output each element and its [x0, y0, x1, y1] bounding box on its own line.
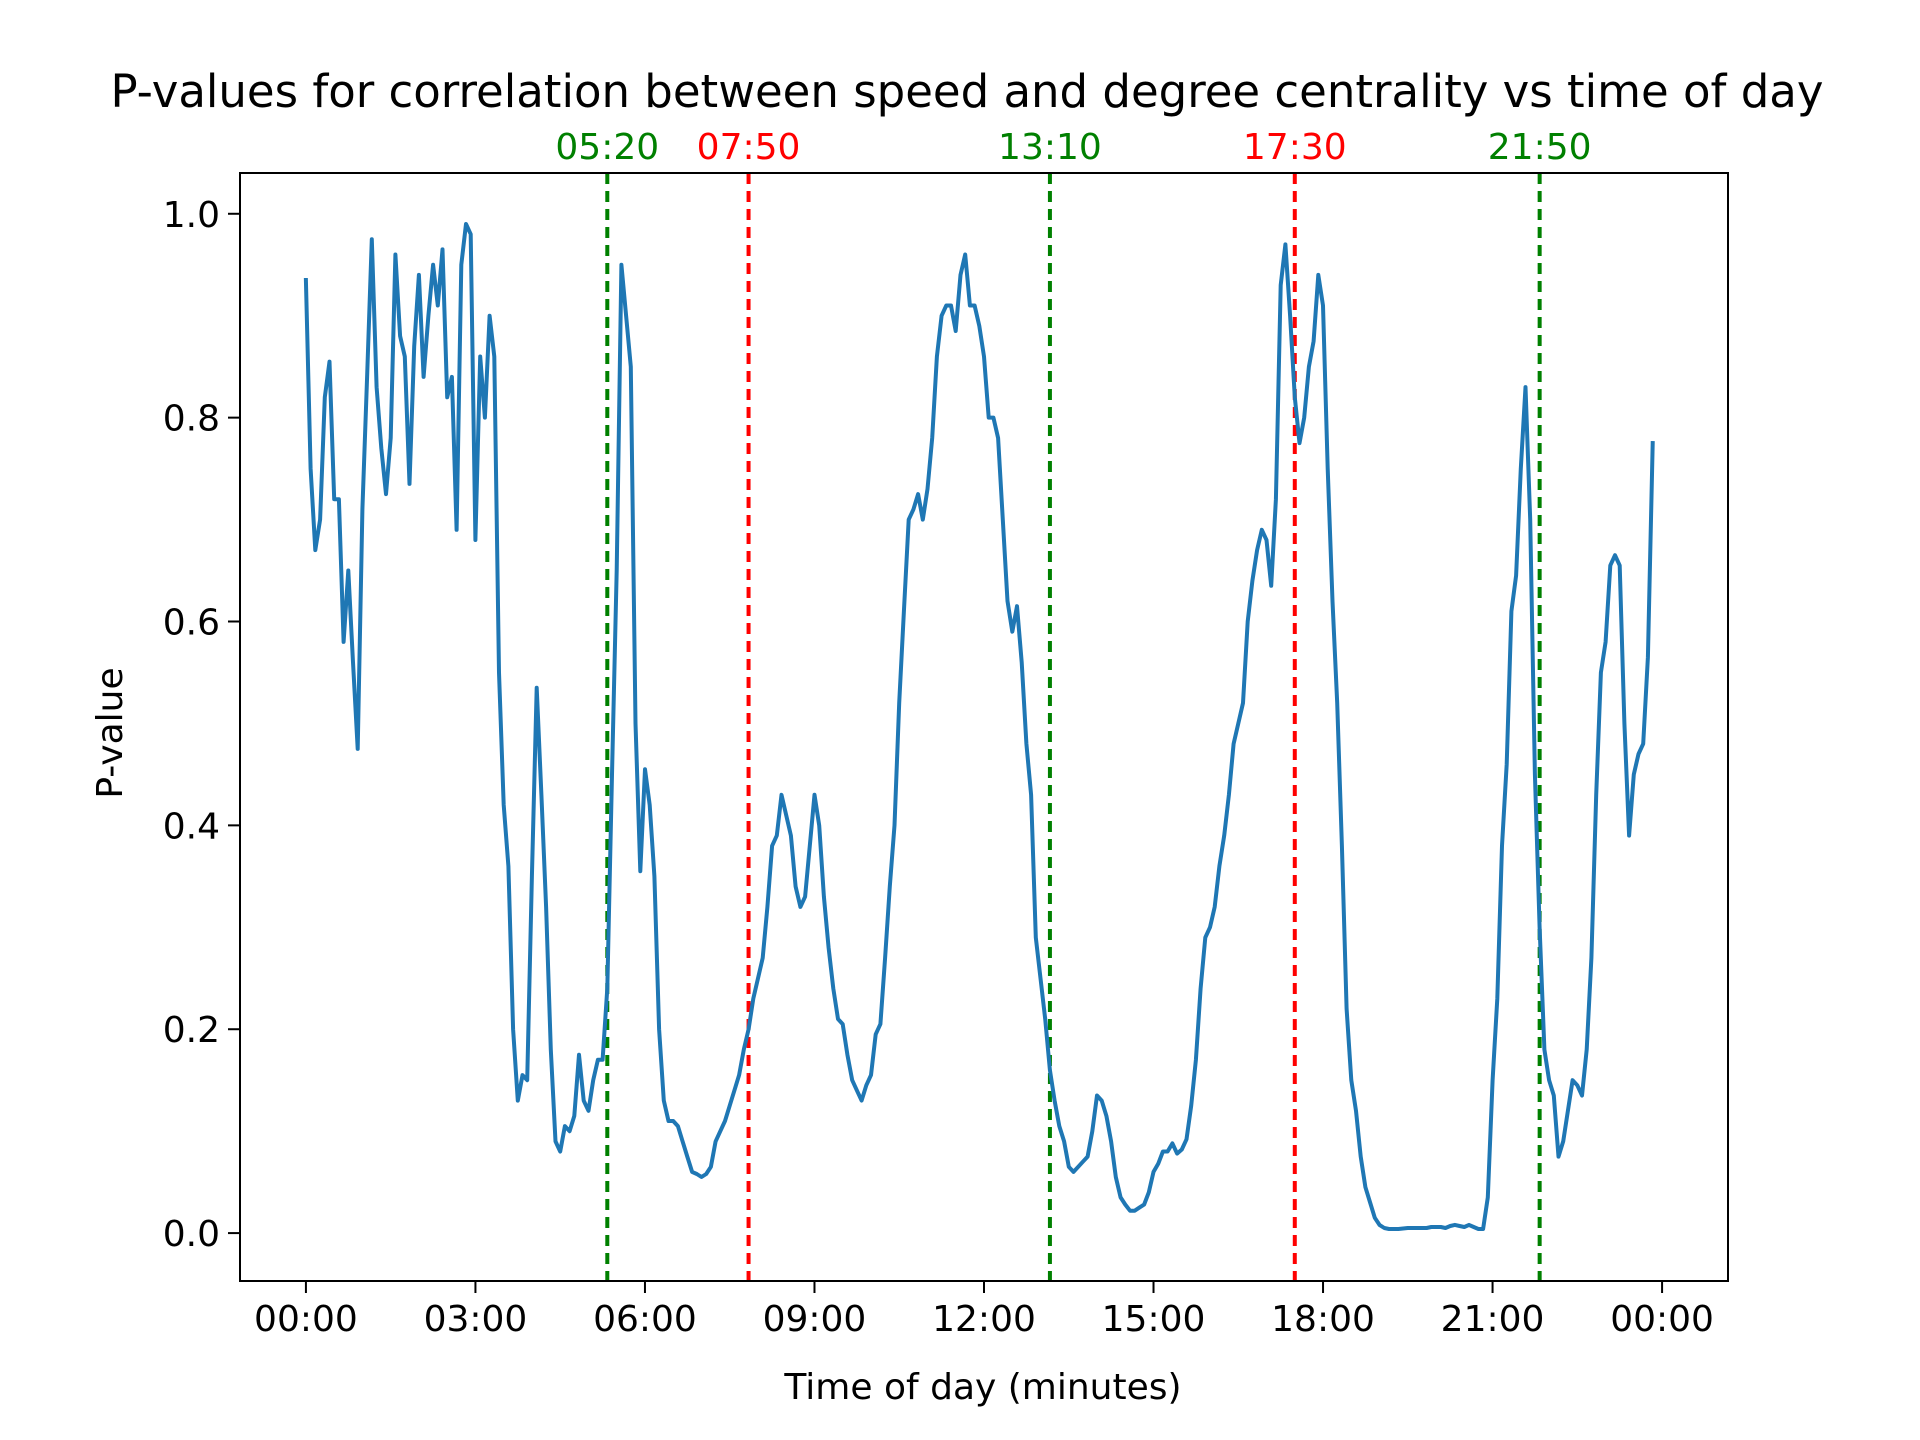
y-tick-label: 0.6	[163, 603, 220, 644]
y-tick-label: 0.4	[163, 806, 220, 847]
reference-line-label: 05:20	[555, 127, 659, 168]
y-tick-label: 0.2	[163, 1010, 220, 1051]
y-tick-label: 0.8	[163, 399, 220, 440]
series-layer	[303, 222, 1655, 1231]
y-tick-label: 0.0	[163, 1214, 220, 1255]
reference-line-label: 13:10	[998, 127, 1102, 168]
x-axis: 00:00 03:00 06:00 09:00 12:00 15:00 18:00 21:00…	[254, 1281, 1714, 1340]
chart-title: P-values for correlation between speed a…	[111, 65, 1824, 118]
x-axis-label: Time of day (minutes)	[783, 1367, 1181, 1408]
x-tick-label: 06:00	[593, 1299, 697, 1340]
x-tick-label: 18:00	[1271, 1299, 1375, 1340]
reference-line-label: 17:30	[1243, 127, 1347, 168]
reference-lines: 05:20 07:50 13:10 17:30 21:50	[555, 127, 1592, 1281]
x-tick-label: 00:00	[254, 1299, 358, 1340]
x-tick-label: 15:00	[1102, 1299, 1206, 1340]
plot-area	[240, 173, 1728, 1281]
y-axis: 0.0 0.2 0.4 0.6 0.8 1.0	[163, 195, 240, 1255]
x-tick-label: 09:00	[763, 1299, 867, 1340]
series-line	[303, 222, 1655, 1231]
x-tick-label: 00:00	[1610, 1299, 1714, 1340]
x-tick-label: 12:00	[932, 1299, 1036, 1340]
reference-line-label: 07:50	[697, 127, 801, 168]
y-axis-label: P-value	[90, 667, 131, 798]
x-tick-label: 21:00	[1441, 1299, 1545, 1340]
y-tick-label: 1.0	[163, 195, 220, 236]
reference-line-label: 21:50	[1488, 127, 1592, 168]
x-tick-label: 03:00	[424, 1299, 528, 1340]
